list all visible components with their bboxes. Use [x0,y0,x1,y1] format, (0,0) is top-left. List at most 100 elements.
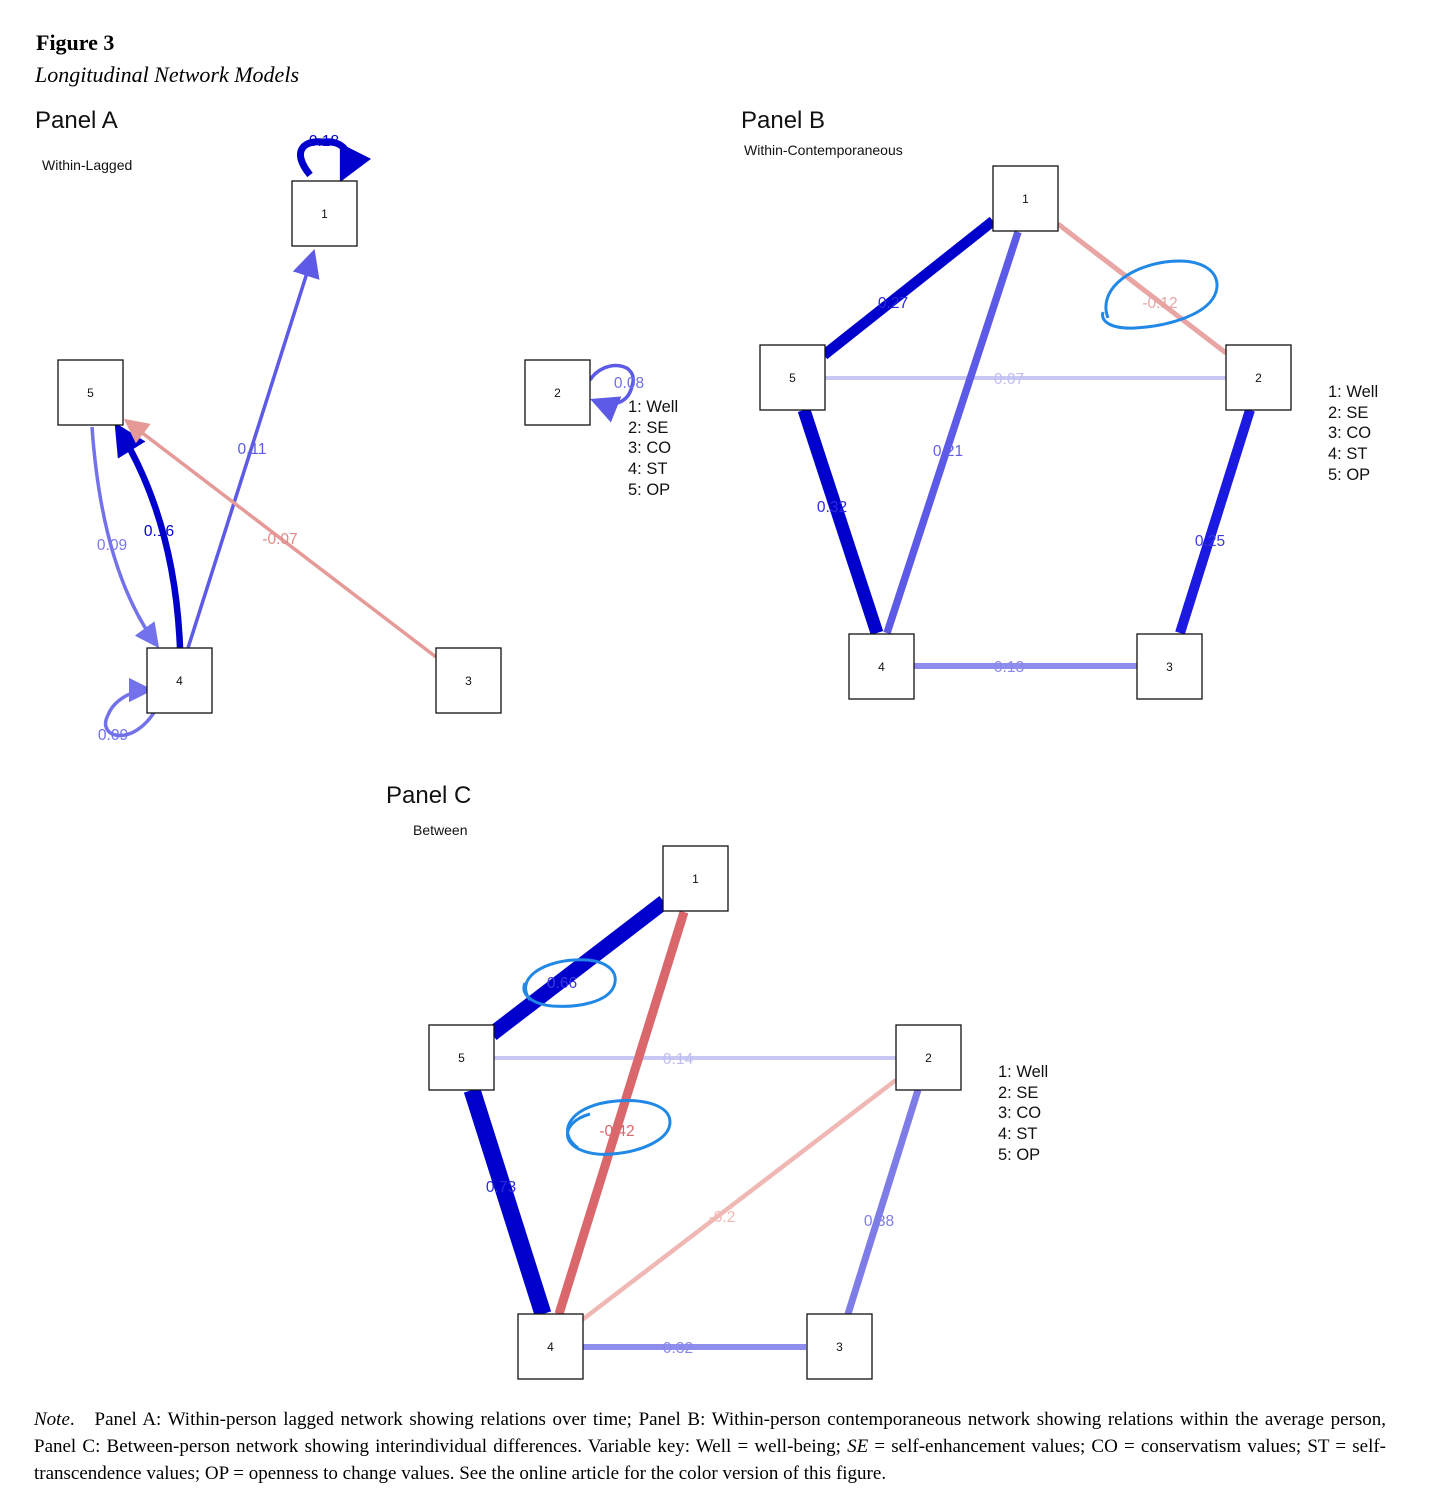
legend-item: 1: Well [1328,383,1379,401]
node-c-2: 2 [895,1024,962,1091]
node-a-5-label: 5 [87,386,94,400]
node-a-4: 4 [146,647,213,714]
note-se-abbr: SE [847,1436,869,1457]
note-lead: Note [34,1409,70,1430]
legend-item: 2: SE [1328,403,1369,422]
node-c-4: 4 [517,1313,584,1380]
legend-item: 1: Well [998,1063,1049,1081]
edge-c-1-4 [554,910,689,1316]
node-a-2: 2 [524,359,591,426]
node-b-1-label: 1 [1022,192,1029,206]
edge-c-1-5 [487,896,669,1040]
node-c-3: 3 [806,1313,873,1380]
annotation-circle-c2 [565,1099,672,1156]
panel-b-edges [797,216,1255,669]
node-a-2-label: 2 [554,386,561,400]
edge-label-b-1-4: 0.21 [933,443,963,460]
panel-b-edge-labels: 0.27 -0.12 0.07 0.21 0.32 0.25 0.13 [817,295,1225,676]
edge-label-b-5-4: 0.32 [817,499,847,516]
edge-label-a-3-5: -0.07 [262,531,297,548]
edge-a-1-1 [297,138,372,183]
legend-item: 3: CO [998,1104,1042,1123]
edge-label-a-1-1: 0.18 [309,133,339,150]
panel-c-edge-labels: 0.66 0.14 -0.42 0.73 -0.2 0.38 0.32 [486,975,894,1357]
edge-label-b-1-2: -0.12 [1142,295,1177,312]
node-a-3: 3 [435,647,502,714]
edge-b-1-2 [1056,222,1228,355]
legend-item: 4: ST [1328,445,1368,464]
panel-a-edges [90,138,635,738]
legend-item: 4: ST [628,460,668,479]
edge-label-a-5-4: 0.09 [97,537,127,554]
panel-c-edges [463,896,922,1350]
edge-label-b-2-3: 0.25 [1195,533,1225,550]
panel-b-subtitle: Within-Contemporaneous [744,142,903,158]
node-b-1: 1 [992,165,1059,232]
node-b-4: 4 [848,633,915,700]
edge-label-c-5-4: 0.73 [486,1179,516,1196]
node-b-2: 2 [1225,344,1292,411]
edge-label-c-1-5: 0.66 [547,975,577,992]
legend-item: 5: OP [1328,465,1371,484]
legend-item: 1: Well [628,398,679,416]
edge-label-a-4-5: 0.16 [144,523,174,540]
edge-a-5-4 [90,426,160,649]
node-c-1-label: 1 [692,872,699,886]
note-text-2: = self-enhancement values; CO = conserva… [34,1436,1386,1484]
node-b-5: 5 [759,344,826,411]
figure-number: Figure 3 [36,30,115,55]
edge-label-a-4-4: 0.09 [98,727,128,744]
legend-item: 2: SE [628,418,669,437]
edge-a-4-1 [186,248,320,649]
node-c-5: 5 [428,1024,495,1091]
node-a-3-label: 3 [465,674,472,688]
panel-b-title: Panel B [741,107,826,134]
node-a-4-label: 4 [176,674,183,688]
legend-item: 3: CO [1328,424,1372,443]
node-b-3: 3 [1136,633,1203,700]
edge-label-b-5-2: 0.07 [994,371,1024,388]
edge-b-2-3 [1175,408,1255,635]
edge-c-2-4 [580,1078,898,1322]
node-c-5-label: 5 [458,1051,465,1065]
annotation-circle-b [1101,259,1219,330]
legend-item: 2: SE [998,1083,1039,1102]
edge-b-5-4 [797,407,884,636]
edge-label-c-2-4: -0.2 [709,1209,736,1226]
edge-label-c-5-2: 0.14 [663,1051,694,1068]
network-diagrams: 0.18 0.08 0.09 0.11 0.16 0.09 -0.07 1 2 … [57,133,1292,1380]
panel-c-title: Panel C [386,782,472,809]
panel-a-title: Panel A [35,107,118,134]
edge-b-1-4 [883,230,1022,635]
edge-a-3-5 [123,418,438,659]
legend-item: 3: CO [628,439,672,458]
legend-panel-b: 1: Well 2: SE 3: CO 4: ST 5: OP [1328,382,1378,486]
panel-a-edge-labels: 0.18 0.08 0.09 0.11 0.16 0.09 -0.07 [97,133,644,744]
node-c-3-label: 3 [836,1340,843,1354]
edge-a-4-4 [104,677,157,738]
node-b-5-label: 5 [789,371,796,385]
edge-c-5-4 [463,1087,552,1317]
legend-panel-c: 1: Well 2: SE 3: CO 4: ST 5: OP [998,1062,1048,1166]
edge-label-c-2-3: 0.38 [864,1213,894,1230]
edge-a-2-2 [588,363,635,423]
edge-label-a-2-2: 0.08 [614,375,644,392]
node-a-5: 5 [57,359,124,426]
figure-title: Longitudinal Network Models [35,62,299,87]
legend-panel-a: 1: Well 2: SE 3: CO 4: ST 5: OP [628,397,678,501]
edge-label-c-4-3: 0.32 [663,1340,693,1357]
note-text: Panel A: Within-person lagged network sh… [34,1409,1387,1457]
edge-label-b-4-3: 0.13 [994,659,1024,676]
node-a-1-label: 1 [321,207,328,221]
edge-label-b-1-5: 0.27 [878,295,908,312]
panel-c-nodes: 1 2 3 4 5 [428,845,962,1380]
edge-c-2-3 [844,1088,922,1316]
edge-label-a-4-1: 0.11 [237,441,266,458]
legend-item: 5: OP [998,1145,1041,1164]
panel-a-subtitle: Within-Lagged [42,157,133,173]
node-c-2-label: 2 [925,1051,932,1065]
panel-a-nodes: 1 2 3 4 5 [57,180,591,714]
panel-c-subtitle: Between [413,822,468,838]
legend-item: 4: ST [998,1125,1038,1144]
figure-note: Note. Panel A: Within-person lagged netw… [34,1409,1387,1484]
